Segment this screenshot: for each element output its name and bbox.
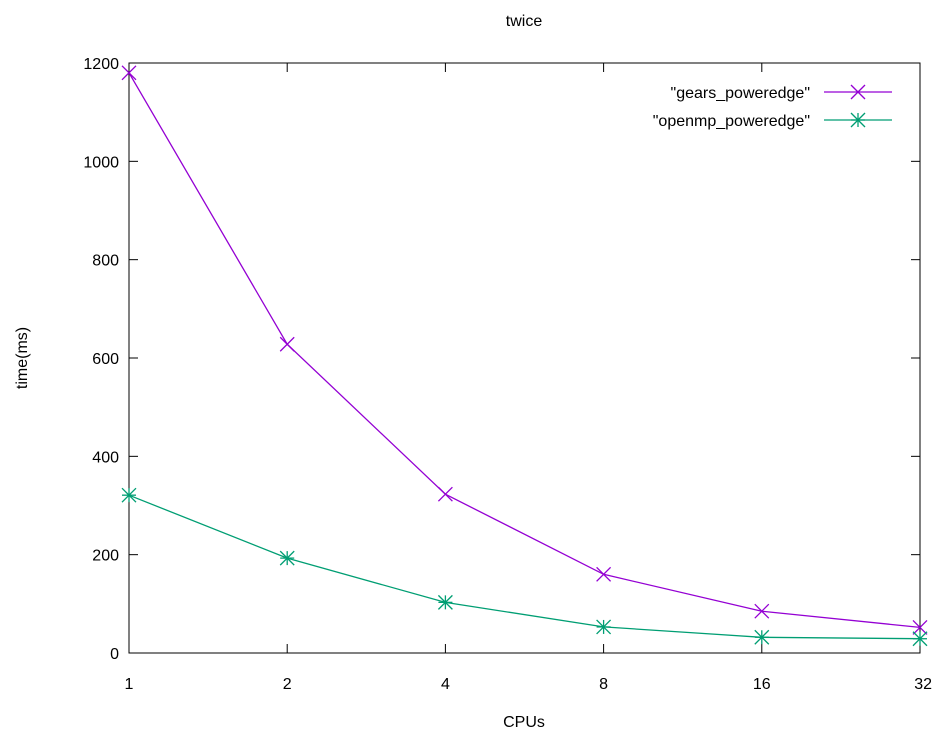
legend-label: "gears_poweredge" <box>671 85 810 102</box>
x-tick-label: 4 <box>441 676 450 693</box>
series-layer <box>121 65 928 647</box>
y-tick-label: 0 <box>110 646 119 663</box>
y-tick-label: 600 <box>92 351 119 368</box>
x-tick-label: 2 <box>283 676 292 693</box>
data-point <box>754 603 770 619</box>
y-axis-ticks: 0 200 400 600 800 1000 1200 <box>83 56 920 663</box>
y-tick-label: 800 <box>92 253 119 270</box>
data-point <box>437 486 453 502</box>
data-point <box>279 550 295 566</box>
data-point <box>912 619 928 635</box>
y-tick-label: 1200 <box>83 56 119 73</box>
legend-label: "openmp_poweredge" <box>653 113 810 130</box>
data-point <box>121 65 137 81</box>
x-axis-ticks: 1 2 4 8 16 32 <box>125 63 932 693</box>
data-point <box>912 631 928 647</box>
series-1 <box>121 65 928 635</box>
y-tick-label: 1000 <box>83 154 119 171</box>
data-point <box>754 629 770 645</box>
x-tick-label: 1 <box>125 676 134 693</box>
y-tick-label: 200 <box>92 548 119 565</box>
data-point <box>279 336 295 352</box>
legend-entry-2: "openmp_poweredge" <box>653 112 892 130</box>
data-point <box>437 594 453 610</box>
series-2 <box>121 487 928 647</box>
y-tick-label: 400 <box>92 449 119 466</box>
x-tick-label: 16 <box>753 676 771 693</box>
legend: "gears_poweredge" "openmp_poweredge" <box>653 84 892 130</box>
data-point <box>121 487 137 503</box>
x-tick-label: 32 <box>914 676 932 693</box>
data-point <box>596 619 612 635</box>
x-tick-label: 8 <box>599 676 608 693</box>
legend-marker <box>850 112 866 128</box>
legend-marker <box>850 84 866 100</box>
y-axis-label: time(ms) <box>14 327 31 389</box>
series-line <box>128 72 921 629</box>
series-line <box>128 494 921 640</box>
legend-entry-1: "gears_poweredge" <box>671 84 892 102</box>
chart-title: twice <box>506 13 543 30</box>
x-axis-label: CPUs <box>503 714 545 731</box>
plot-frame <box>128 62 921 654</box>
data-point <box>596 566 612 582</box>
